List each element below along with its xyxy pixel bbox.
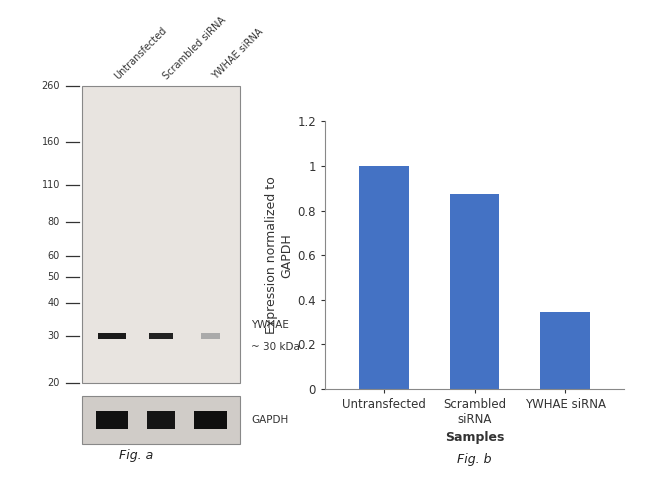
Bar xyxy=(450,194,499,389)
Bar xyxy=(540,312,590,389)
Bar xyxy=(194,411,227,429)
Text: 80: 80 xyxy=(48,217,60,227)
Text: Fig. a: Fig. a xyxy=(120,449,153,462)
Text: Untransfected: Untransfected xyxy=(112,25,168,81)
Text: 110: 110 xyxy=(42,180,60,191)
Bar xyxy=(96,411,128,429)
Text: 160: 160 xyxy=(42,137,60,147)
Text: Fig. b: Fig. b xyxy=(457,453,492,466)
Text: 30: 30 xyxy=(48,331,60,341)
Bar xyxy=(359,166,409,389)
Bar xyxy=(149,333,174,339)
Text: GAPDH: GAPDH xyxy=(251,415,289,425)
Text: ~ 30 kDa: ~ 30 kDa xyxy=(251,342,300,352)
Text: 50: 50 xyxy=(47,272,60,282)
Text: 260: 260 xyxy=(42,81,60,90)
Bar xyxy=(98,333,125,339)
Text: 40: 40 xyxy=(48,297,60,308)
Bar xyxy=(82,86,240,383)
Bar xyxy=(201,333,220,339)
Text: 20: 20 xyxy=(47,378,60,388)
Bar xyxy=(148,411,175,429)
X-axis label: Samples: Samples xyxy=(445,432,504,444)
Text: 60: 60 xyxy=(48,251,60,260)
Bar xyxy=(82,396,240,444)
Text: YWHAE: YWHAE xyxy=(251,320,289,330)
Y-axis label: Expression normalized to
GAPDH: Expression normalized to GAPDH xyxy=(265,176,293,334)
Text: Scrambled siRNA: Scrambled siRNA xyxy=(161,15,227,81)
Text: YWHAE siRNA: YWHAE siRNA xyxy=(210,26,265,81)
